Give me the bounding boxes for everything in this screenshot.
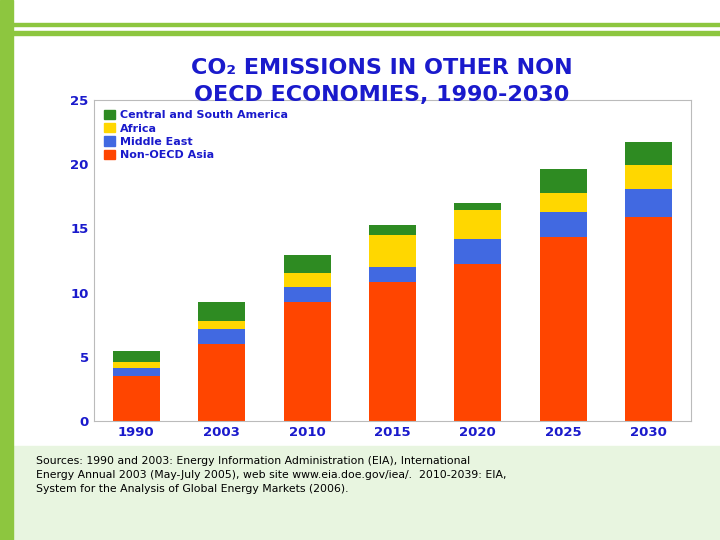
Bar <box>454 204 501 211</box>
Bar <box>284 255 330 273</box>
Text: CO₂ EMISSIONS IN OTHER NON: CO₂ EMISSIONS IN OTHER NON <box>191 57 572 78</box>
Bar <box>540 193 587 212</box>
Bar <box>369 267 416 282</box>
Bar <box>625 165 672 188</box>
Bar <box>113 376 160 421</box>
Bar <box>625 188 672 217</box>
Bar <box>284 287 330 302</box>
Bar <box>454 239 501 265</box>
Bar <box>369 282 416 421</box>
Text: OECD ECONOMIES, 1990-2030: OECD ECONOMIES, 1990-2030 <box>194 84 570 105</box>
Bar <box>625 217 672 421</box>
Bar <box>454 265 501 421</box>
Bar <box>540 238 587 421</box>
Bar <box>113 351 160 362</box>
Bar <box>540 168 587 193</box>
Bar <box>113 362 160 368</box>
Bar <box>113 368 160 376</box>
Bar <box>284 273 330 287</box>
Bar <box>198 329 245 344</box>
Bar <box>198 321 245 329</box>
Bar <box>369 225 416 235</box>
Bar <box>198 344 245 421</box>
Bar <box>369 235 416 267</box>
Bar <box>625 143 672 165</box>
Bar <box>540 212 587 238</box>
Text: Sources: 1990 and 2003: Energy Information Administration (EIA), International
E: Sources: 1990 and 2003: Energy Informati… <box>36 456 506 494</box>
Legend: Central and South America, Africa, Middle East, Non-OECD Asia: Central and South America, Africa, Middl… <box>99 105 293 165</box>
Bar <box>198 302 245 321</box>
Bar <box>284 302 330 421</box>
Bar <box>454 211 501 239</box>
